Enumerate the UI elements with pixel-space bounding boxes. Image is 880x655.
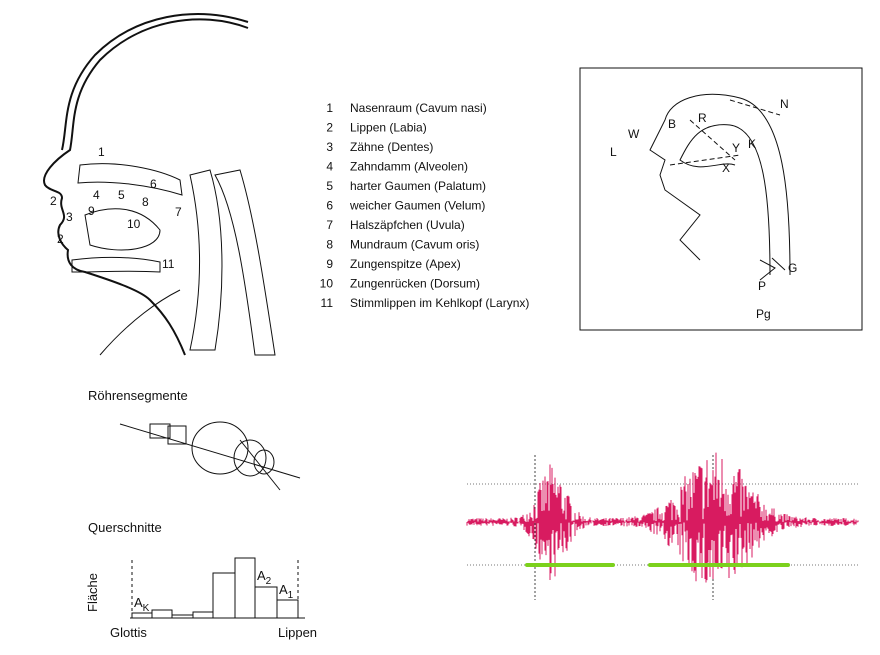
head-labels: 1 2 3 4 5 6 7 8 9 10 11 2	[50, 145, 182, 271]
legend-label: Zungenrücken (Dorsum)	[350, 277, 480, 291]
spine-front	[189, 169, 223, 351]
tube	[119, 421, 301, 491]
legend-label: Stimmlippen im Kehlkopf (Larynx)	[350, 296, 529, 310]
head-label: 10	[127, 217, 141, 231]
head-label: 3	[66, 210, 73, 224]
legend-num: 10	[320, 277, 334, 291]
seg	[191, 421, 249, 475]
area-label: AK	[134, 595, 150, 614]
head-label: 1	[98, 145, 105, 159]
model-letter: Y	[732, 141, 740, 155]
model-letter: Pg	[756, 307, 771, 321]
area-label: A2	[257, 568, 272, 587]
legend-num: 4	[326, 160, 333, 174]
vocal-tract	[649, 94, 791, 276]
seg	[233, 439, 267, 477]
legend-num: 11	[321, 296, 334, 310]
cross-title: Querschnitte	[88, 520, 162, 535]
params	[669, 99, 781, 166]
seg	[149, 423, 171, 439]
palate	[77, 163, 183, 196]
signal	[466, 452, 859, 583]
legend-num: 6	[326, 199, 333, 213]
model: W L B R N Y K X G P Pg	[579, 67, 863, 331]
head-label: 2	[50, 194, 57, 208]
legend-num: 3	[326, 140, 333, 154]
model-letter: B	[668, 117, 676, 131]
model-letter: R	[698, 111, 707, 125]
head-label: 6	[150, 177, 157, 191]
y-label: Fläche	[85, 573, 100, 612]
model-frame	[579, 67, 863, 331]
tube-title: Röhrensegmente	[88, 388, 188, 403]
legend-num: 9	[326, 257, 333, 271]
jaw	[71, 256, 161, 273]
legend-num: 7	[326, 218, 333, 232]
legend: 1 Nasenraum (Cavum nasi) 2 Lippen (Labia) 3 Z…	[320, 101, 530, 310]
head-label: 5	[118, 188, 125, 202]
head-label: 7	[175, 205, 182, 219]
head-label: 8	[142, 195, 149, 209]
axis-arrow	[119, 423, 301, 479]
legend-label: Zungenspitze (Apex)	[350, 257, 461, 271]
model-letter: K	[748, 137, 756, 151]
neck	[99, 289, 181, 356]
area-label: A1	[279, 582, 294, 601]
head-label: 11	[162, 257, 175, 271]
legend-label: Halszäpfchen (Uvula)	[350, 218, 465, 232]
legend-num: 2	[326, 121, 333, 135]
legend-label: Mundraum (Cavum oris)	[350, 238, 479, 252]
cut	[239, 439, 281, 491]
legend-label: Zähne (Dentes)	[350, 140, 433, 154]
model-letter: W	[628, 127, 640, 141]
tongue-line	[679, 124, 771, 276]
legend-num: 8	[326, 238, 333, 252]
legend-label: Lippen (Labia)	[350, 121, 427, 135]
profile	[43, 18, 249, 356]
legend-num: 1	[326, 101, 333, 115]
head-section: 1 2 3 4 5 6 7 8 9 10 11 2	[43, 13, 276, 356]
legend-label: harter Gaumen (Palatum)	[350, 179, 486, 193]
legend-label: Nasenraum (Cavum nasi)	[350, 101, 487, 115]
left-label: Glottis	[110, 625, 147, 640]
legend-label: Zahndamm (Alveolen)	[350, 160, 468, 174]
head-label: 9	[88, 204, 95, 218]
area-steps	[131, 557, 299, 618]
waveform	[466, 452, 860, 600]
spine	[214, 169, 276, 356]
model-letter: P	[758, 279, 766, 293]
tongue	[84, 208, 161, 251]
model-letter: N	[780, 97, 789, 111]
head-label: 4	[93, 188, 100, 202]
skull	[61, 13, 249, 151]
cross-chart: Fläche Glottis Lippen AK A2 A1	[85, 557, 317, 640]
model-letter: G	[788, 261, 797, 275]
seg	[253, 449, 275, 475]
right-label: Lippen	[278, 625, 317, 640]
seg	[167, 425, 187, 445]
legend-label: weicher Gaumen (Velum)	[349, 199, 485, 213]
model-letter: L	[610, 145, 617, 159]
voicing	[648, 563, 790, 567]
legend-num: 5	[326, 179, 333, 193]
glottis	[759, 257, 786, 281]
voicing	[525, 563, 615, 567]
head-label: 2	[57, 232, 64, 246]
model-letter: X	[722, 161, 730, 175]
